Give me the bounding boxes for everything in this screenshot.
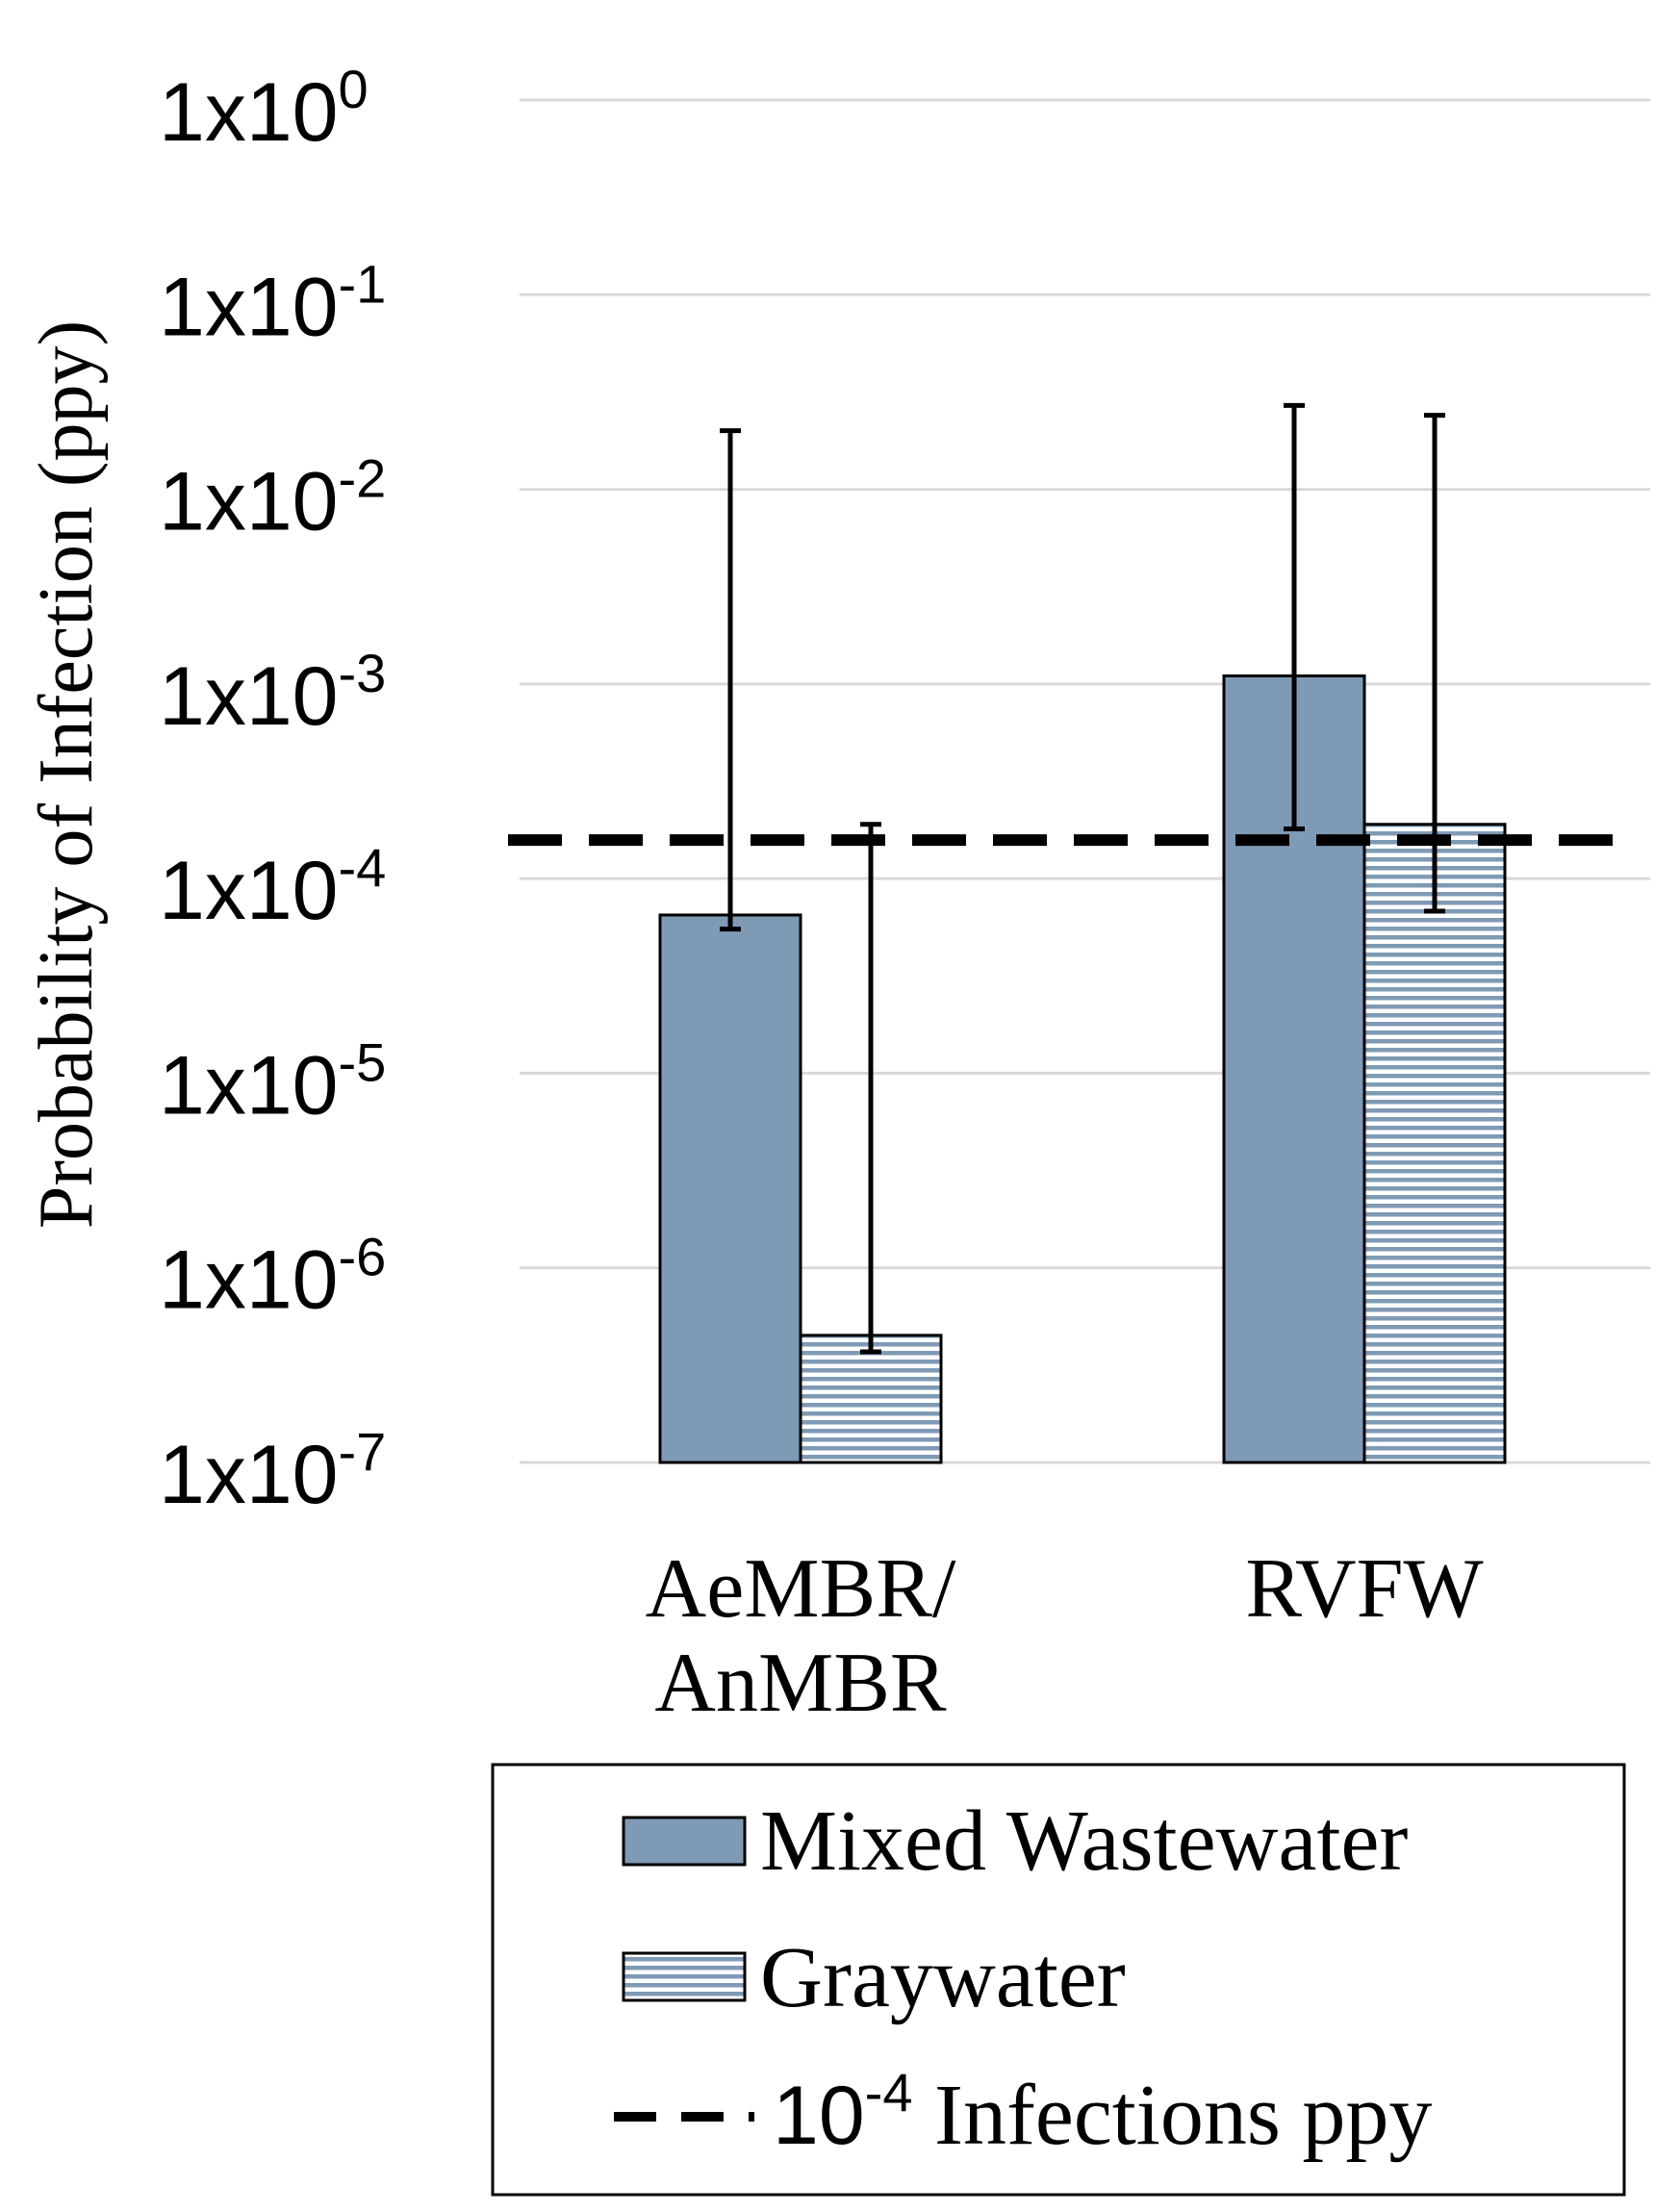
bar-graywater-0 xyxy=(799,1334,943,1464)
y-tick-base: 1x10 xyxy=(159,261,339,353)
y-tick-label: 1x10-1 xyxy=(159,253,386,353)
legend-label-graywater: Graywater xyxy=(760,1930,1126,2025)
y-tick-exponent: -6 xyxy=(339,1227,387,1287)
legend-ref-rest: Infections ppy xyxy=(912,2068,1432,2163)
y-tick-base: 1x10 xyxy=(159,845,339,937)
y-tick-label: 1x10-4 xyxy=(159,837,386,937)
legend-swatch-mixed xyxy=(622,1816,747,1867)
category-label: AeMBR/ xyxy=(646,1542,956,1636)
y-tick-exponent: -5 xyxy=(339,1031,387,1092)
y-tick-label: 1x10-5 xyxy=(159,1031,386,1131)
x-axis-categories: AeMBR/AnMBR RVFW xyxy=(646,1542,1484,1730)
y-tick-exponent: -2 xyxy=(339,448,387,509)
legend: Mixed Wastewater Graywater 10-4 Infectio… xyxy=(491,1763,1626,2197)
y-tick-base: 1x10 xyxy=(159,66,339,159)
y-tick-base: 1x10 xyxy=(159,650,339,743)
y-tick-exponent: 0 xyxy=(339,59,369,119)
y-tick-exponent: -3 xyxy=(339,643,387,703)
legend-label-mixed: Mixed Wastewater xyxy=(760,1793,1408,1889)
y-tick-exponent: -4 xyxy=(339,837,387,898)
legend-label-reference: 10-4 Infections ppy xyxy=(773,2062,1432,2163)
error-bars xyxy=(720,402,1445,1355)
y-tick-label: 1x10-3 xyxy=(159,643,386,743)
y-tick-label: 1x10-2 xyxy=(159,448,386,548)
bars xyxy=(658,674,1507,1464)
y-axis-label: Probability of Infection (ppy) xyxy=(24,320,109,1229)
category-label: AnMBR xyxy=(654,1637,946,1730)
y-axis-ticks: 1x1001x10-11x10-21x10-31x10-41x10-51x10-… xyxy=(159,59,386,1521)
bar-graywater-1 xyxy=(1362,823,1507,1464)
y-tick-base: 1x10 xyxy=(159,456,339,548)
y-tick-base: 1x10 xyxy=(159,1039,339,1131)
category-label: RVFW xyxy=(1245,1542,1483,1636)
y-tick-base: 1x10 xyxy=(159,1234,339,1327)
y-tick-label: 1x100 xyxy=(159,59,369,159)
y-tick-label: 1x10-6 xyxy=(159,1227,386,1327)
legend-ref-base: 10 xyxy=(773,2070,865,2162)
legend-ref-exp: -4 xyxy=(865,2062,913,2123)
legend-swatch-graywater xyxy=(622,1951,747,2002)
y-tick-exponent: -7 xyxy=(339,1421,387,1482)
y-tick-label: 1x10-7 xyxy=(159,1421,386,1521)
y-tick-exponent: -1 xyxy=(339,253,387,314)
bar-mixed-0 xyxy=(658,913,802,1464)
y-tick-base: 1x10 xyxy=(159,1429,339,1521)
